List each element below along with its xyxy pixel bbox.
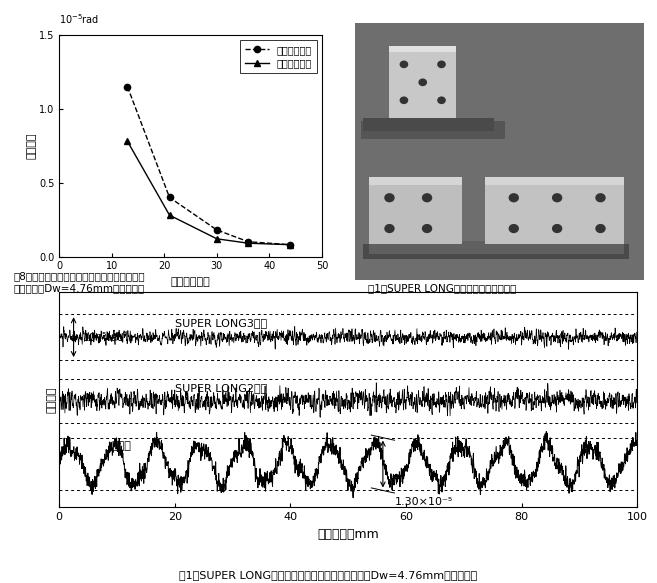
Bar bbox=[485, 177, 623, 185]
Text: 图1：SUPER LONG规格的滚动体通过振动（锂球直径Dw=4.76mm，中预紧）: 图1：SUPER LONG规格的滚动体通过振动（锂球直径Dw=4.76mm，中预… bbox=[179, 570, 478, 580]
Circle shape bbox=[552, 224, 562, 233]
Line: 标准曲线设计: 标准曲线设计 bbox=[124, 83, 294, 248]
X-axis label: 移动距离，mm: 移动距离，mm bbox=[317, 528, 379, 540]
标准曲线设计 bbox=[213, 226, 221, 233]
Circle shape bbox=[422, 224, 432, 233]
Circle shape bbox=[419, 79, 427, 86]
Circle shape bbox=[437, 96, 446, 104]
Circle shape bbox=[399, 61, 408, 68]
特殊曲线设计 bbox=[286, 241, 294, 248]
标准曲线设计 bbox=[124, 83, 131, 90]
Text: SUPER LONG2倍长: SUPER LONG2倍长 bbox=[175, 383, 267, 393]
Text: 1.30×10⁻⁵: 1.30×10⁻⁵ bbox=[394, 497, 453, 507]
Bar bbox=[369, 177, 462, 185]
Text: $10^{-5}$rad: $10^{-5}$rad bbox=[82, 331, 125, 344]
标准曲线设计 bbox=[286, 241, 294, 248]
X-axis label: 有效滚动体数: 有效滚动体数 bbox=[171, 277, 210, 287]
Bar bbox=[390, 47, 456, 51]
Bar bbox=[390, 47, 456, 118]
Y-axis label: 垂直转向: 垂直转向 bbox=[26, 132, 36, 159]
标准曲线设计 bbox=[244, 238, 252, 245]
Text: （锂球直径Dw=4.76mm，中预紧）: （锂球直径Dw=4.76mm，中预紧） bbox=[13, 283, 145, 293]
Circle shape bbox=[509, 224, 519, 233]
Text: 图1：SUPER LONG规格直线导轨（正面）: 图1：SUPER LONG规格直线导轨（正面） bbox=[368, 283, 516, 293]
Bar bbox=[485, 180, 623, 244]
特殊曲线设计 bbox=[124, 138, 131, 145]
Text: 标准长: 标准长 bbox=[111, 441, 131, 451]
Text: 图8：有效滚动体数和滚动体通过振动的计算值: 图8：有效滚动体数和滚动体通过振动的计算值 bbox=[13, 271, 145, 281]
Circle shape bbox=[552, 193, 562, 202]
Bar bbox=[361, 121, 505, 139]
Circle shape bbox=[437, 61, 446, 68]
特殊曲线设计 bbox=[166, 212, 173, 219]
Circle shape bbox=[422, 193, 432, 202]
特殊曲线设计 bbox=[213, 236, 221, 243]
Circle shape bbox=[384, 224, 395, 233]
Bar bbox=[369, 180, 462, 244]
Text: $10^{-5}$rad: $10^{-5}$rad bbox=[59, 12, 99, 26]
Text: SUPER LONG3倍长: SUPER LONG3倍长 bbox=[175, 318, 267, 328]
Bar bbox=[363, 244, 629, 259]
Bar bbox=[369, 241, 623, 254]
Circle shape bbox=[595, 224, 606, 233]
Legend: 标准曲线设计, 特殊曲线设计: 标准曲线设计, 特殊曲线设计 bbox=[240, 40, 317, 73]
Circle shape bbox=[399, 96, 408, 104]
特殊曲线设计 bbox=[244, 240, 252, 247]
Circle shape bbox=[595, 193, 606, 202]
Y-axis label: 垂直转向: 垂直转向 bbox=[47, 386, 57, 413]
Bar bbox=[363, 118, 493, 131]
Line: 特殊曲线设计: 特殊曲线设计 bbox=[124, 138, 294, 248]
Circle shape bbox=[509, 193, 519, 202]
Circle shape bbox=[384, 193, 395, 202]
标准曲线设计 bbox=[166, 194, 173, 201]
